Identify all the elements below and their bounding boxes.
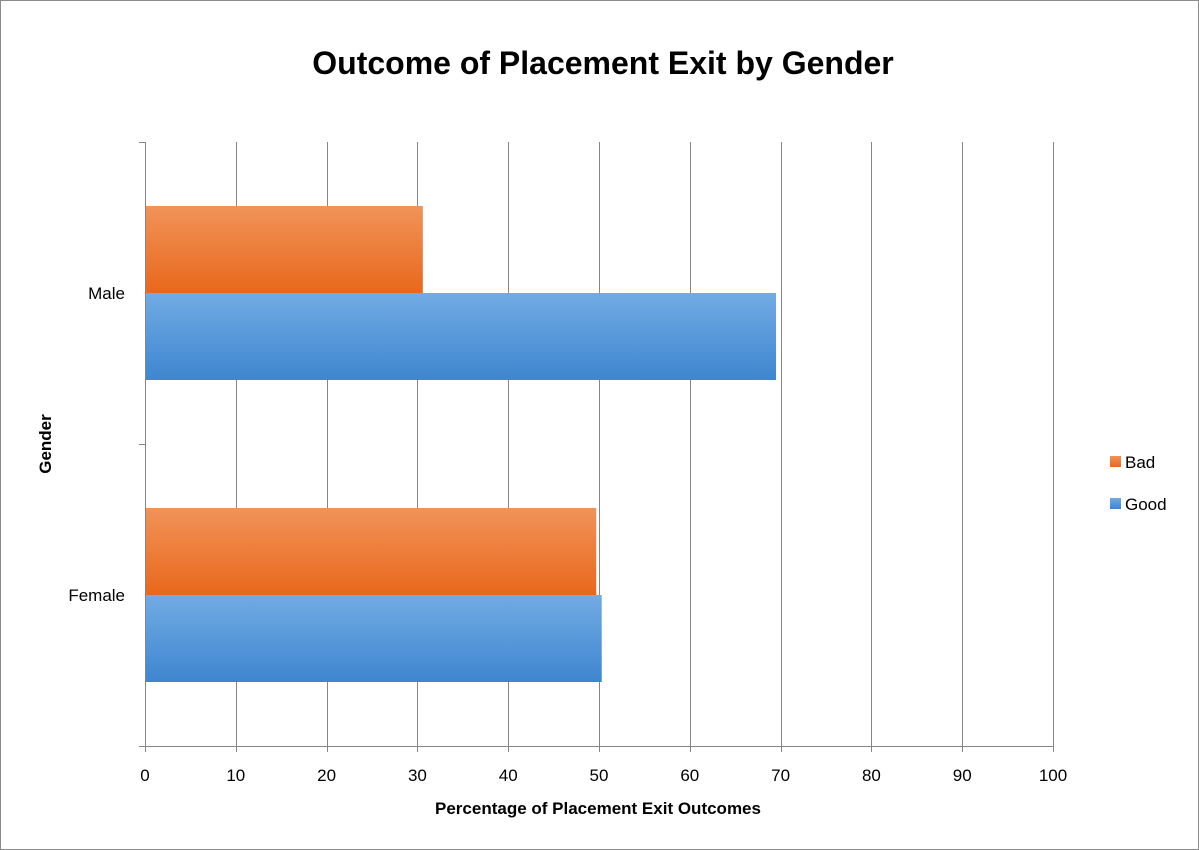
x-tick-label-100: 100 <box>1039 766 1067 785</box>
legend-label-good: Good <box>1125 495 1167 514</box>
x-tick-label-0: 0 <box>140 766 149 785</box>
x-tick-labels: 0 10 20 30 40 50 60 70 80 90 100 <box>140 766 1067 785</box>
chart-title: Outcome of Placement Exit by Gender <box>312 45 893 81</box>
x-tick-label-50: 50 <box>590 766 609 785</box>
bar-bad-female <box>145 508 597 595</box>
legend-label-bad: Bad <box>1125 453 1155 472</box>
x-tick-label-10: 10 <box>226 766 245 785</box>
legend: Bad Good <box>1110 453 1167 514</box>
y-category-labels: Female Male <box>68 284 125 605</box>
y-category-male: Male <box>88 284 125 303</box>
bars <box>145 206 777 682</box>
x-tick-label-90: 90 <box>953 766 972 785</box>
legend-swatch-bad <box>1110 456 1121 467</box>
x-tick-label-20: 20 <box>317 766 336 785</box>
legend-swatch-good <box>1110 498 1121 509</box>
bar-good-female <box>145 595 602 682</box>
y-axis-title: Gender <box>36 414 55 474</box>
x-tick-label-60: 60 <box>680 766 699 785</box>
x-tick-label-70: 70 <box>771 766 790 785</box>
x-axis-title: Percentage of Placement Exit Outcomes <box>435 799 761 818</box>
x-tick-label-40: 40 <box>499 766 518 785</box>
x-tick-label-80: 80 <box>862 766 881 785</box>
bar-bad-male <box>145 206 423 293</box>
axes <box>139 142 1054 752</box>
y-category-female: Female <box>68 586 125 605</box>
bar-good-male <box>145 293 777 380</box>
x-tick-label-30: 30 <box>408 766 427 785</box>
